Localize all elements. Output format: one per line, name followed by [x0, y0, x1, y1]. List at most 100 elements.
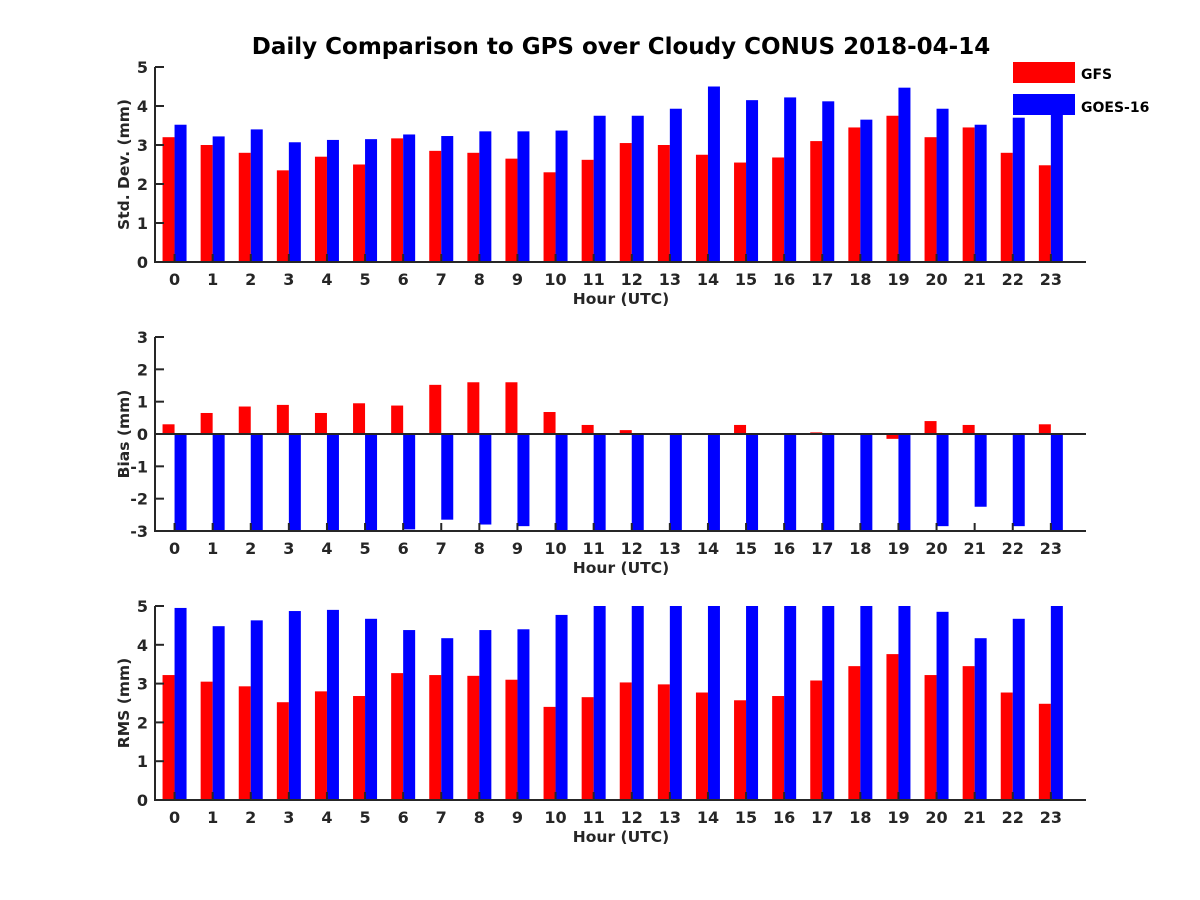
bar-goes-16-hour-18 — [860, 606, 873, 800]
bar-goes-16-hour-3 — [288, 142, 301, 262]
bar-goes-16-hour-0 — [174, 607, 187, 800]
x-tick-label: 8 — [474, 539, 485, 558]
bar-goes-16-hour-7 — [441, 434, 454, 520]
x-tick-label: 22 — [1002, 808, 1024, 827]
bar-goes-16-hour-15 — [746, 100, 759, 263]
bar-goes-16-hour-16 — [784, 97, 797, 262]
legend-label-gfs: GFS — [1081, 67, 1112, 83]
bar-goes-16-hour-6 — [403, 134, 416, 262]
bar-gfs-hour-1 — [200, 412, 213, 434]
x-tick-label: 23 — [1040, 808, 1062, 827]
bar-gfs-hour-10 — [543, 706, 556, 800]
bar-goes-16-hour-10 — [555, 614, 568, 800]
bar-gfs-hour-14 — [695, 692, 708, 800]
bar-gfs-hour-15 — [734, 424, 747, 434]
x-tick-label: 3 — [283, 808, 294, 827]
bar-gfs-hour-9 — [505, 158, 518, 262]
bar-gfs-hour-1 — [200, 145, 213, 262]
x-tick-label: 5 — [359, 539, 370, 558]
bar-gfs-hour-7 — [429, 384, 442, 434]
bar-goes-16-hour-19 — [898, 606, 911, 800]
x-tick-label: 16 — [773, 270, 795, 289]
bar-gfs-hour-12 — [619, 430, 632, 434]
x-tick-label: 16 — [773, 808, 795, 827]
bar-gfs-hour-8 — [467, 152, 480, 262]
x-tick-label: 9 — [512, 270, 523, 289]
y-tick-label: 4 — [137, 97, 148, 116]
bar-gfs-hour-19 — [886, 115, 899, 262]
bar-gfs-hour-16 — [772, 157, 785, 262]
bar-gfs-hour-15 — [734, 162, 747, 262]
bar-gfs-hour-8 — [467, 675, 480, 800]
x-tick-label: 0 — [169, 270, 180, 289]
bar-gfs-hour-5 — [353, 403, 366, 434]
bar-goes-16-hour-3 — [288, 611, 301, 800]
bar-goes-16-hour-8 — [479, 630, 492, 800]
bar-goes-16-hour-21 — [974, 434, 987, 507]
x-tick-label: 2 — [245, 270, 256, 289]
bar-goes-16-hour-22 — [1012, 618, 1025, 800]
bar-gfs-hour-11 — [581, 697, 594, 800]
bar-gfs-hour-19 — [886, 434, 899, 439]
x-tick-label: 3 — [283, 539, 294, 558]
legend-label-goes16: GOES-16 — [1081, 100, 1149, 116]
bar-goes-16-hour-6 — [403, 630, 416, 800]
bar-goes-16-hour-17 — [822, 606, 835, 800]
bar-gfs-hour-4 — [314, 691, 327, 800]
x-tick-label: 2 — [245, 539, 256, 558]
bar-gfs-hour-3 — [276, 404, 289, 434]
x-tick-label: 4 — [321, 539, 332, 558]
y-tick-label: 0 — [137, 253, 148, 272]
x-tick-label: 21 — [964, 539, 986, 558]
x-tick-label: 13 — [659, 808, 681, 827]
bar-goes-16-hour-0 — [174, 434, 187, 531]
bar-gfs-hour-23 — [1038, 424, 1051, 434]
bar-goes-16-hour-21 — [974, 124, 987, 262]
bar-goes-16-hour-20 — [936, 611, 949, 800]
bar-goes-16-hour-17 — [822, 101, 835, 262]
bar-gfs-hour-15 — [734, 700, 747, 800]
bar-goes-16-hour-15 — [746, 606, 759, 800]
bar-goes-16-hour-20 — [936, 108, 949, 262]
bar-goes-16-hour-1 — [212, 626, 225, 800]
x-tick-label: 20 — [925, 539, 947, 558]
x-tick-label: 7 — [436, 808, 447, 827]
bar-gfs-hour-3 — [276, 702, 289, 800]
bar-goes-16-hour-1 — [212, 434, 225, 531]
y-tick-label: 3 — [137, 328, 148, 347]
bar-gfs-hour-19 — [886, 654, 899, 800]
bar-gfs-hour-6 — [391, 405, 404, 434]
legend: GFS GOES-16 — [1013, 62, 1149, 116]
bar-gfs-hour-20 — [924, 137, 937, 262]
x-tick-label: 0 — [169, 539, 180, 558]
x-tick-label: 17 — [811, 270, 833, 289]
bar-gfs-hour-7 — [429, 150, 442, 262]
x-tick-label: 5 — [359, 270, 370, 289]
bar-goes-16-hour-18 — [860, 434, 873, 531]
chart-title: Daily Comparison to GPS over Cloudy CONU… — [252, 34, 990, 60]
bar-goes-16-hour-8 — [479, 434, 492, 525]
bar-gfs-hour-14 — [695, 154, 708, 262]
y-tick-label: 1 — [137, 393, 148, 412]
x-tick-label: 19 — [887, 808, 909, 827]
x-tick-label: 23 — [1040, 270, 1062, 289]
y-tick-label: 2 — [137, 175, 148, 194]
bar-gfs-hour-20 — [924, 675, 937, 800]
bar-goes-16-hour-20 — [936, 434, 949, 527]
x-tick-label: 21 — [964, 808, 986, 827]
bar-gfs-hour-9 — [505, 382, 518, 434]
bar-gfs-hour-7 — [429, 675, 442, 800]
y-tick-label: 2 — [137, 713, 148, 732]
x-tick-label: 11 — [583, 270, 605, 289]
x-tick-label: 10 — [544, 808, 566, 827]
bar-goes-16-hour-10 — [555, 434, 568, 531]
bar-gfs-hour-8 — [467, 382, 480, 434]
bar-gfs-hour-11 — [581, 159, 594, 262]
bar-gfs-hour-10 — [543, 412, 556, 434]
bar-gfs-hour-2 — [238, 686, 251, 800]
x-tick-label: 19 — [887, 539, 909, 558]
legend-swatch-goes16 — [1013, 94, 1075, 115]
bar-goes-16-hour-7 — [441, 638, 454, 800]
bar-goes-16-hour-13 — [669, 108, 682, 262]
bar-goes-16-hour-4 — [326, 609, 339, 800]
